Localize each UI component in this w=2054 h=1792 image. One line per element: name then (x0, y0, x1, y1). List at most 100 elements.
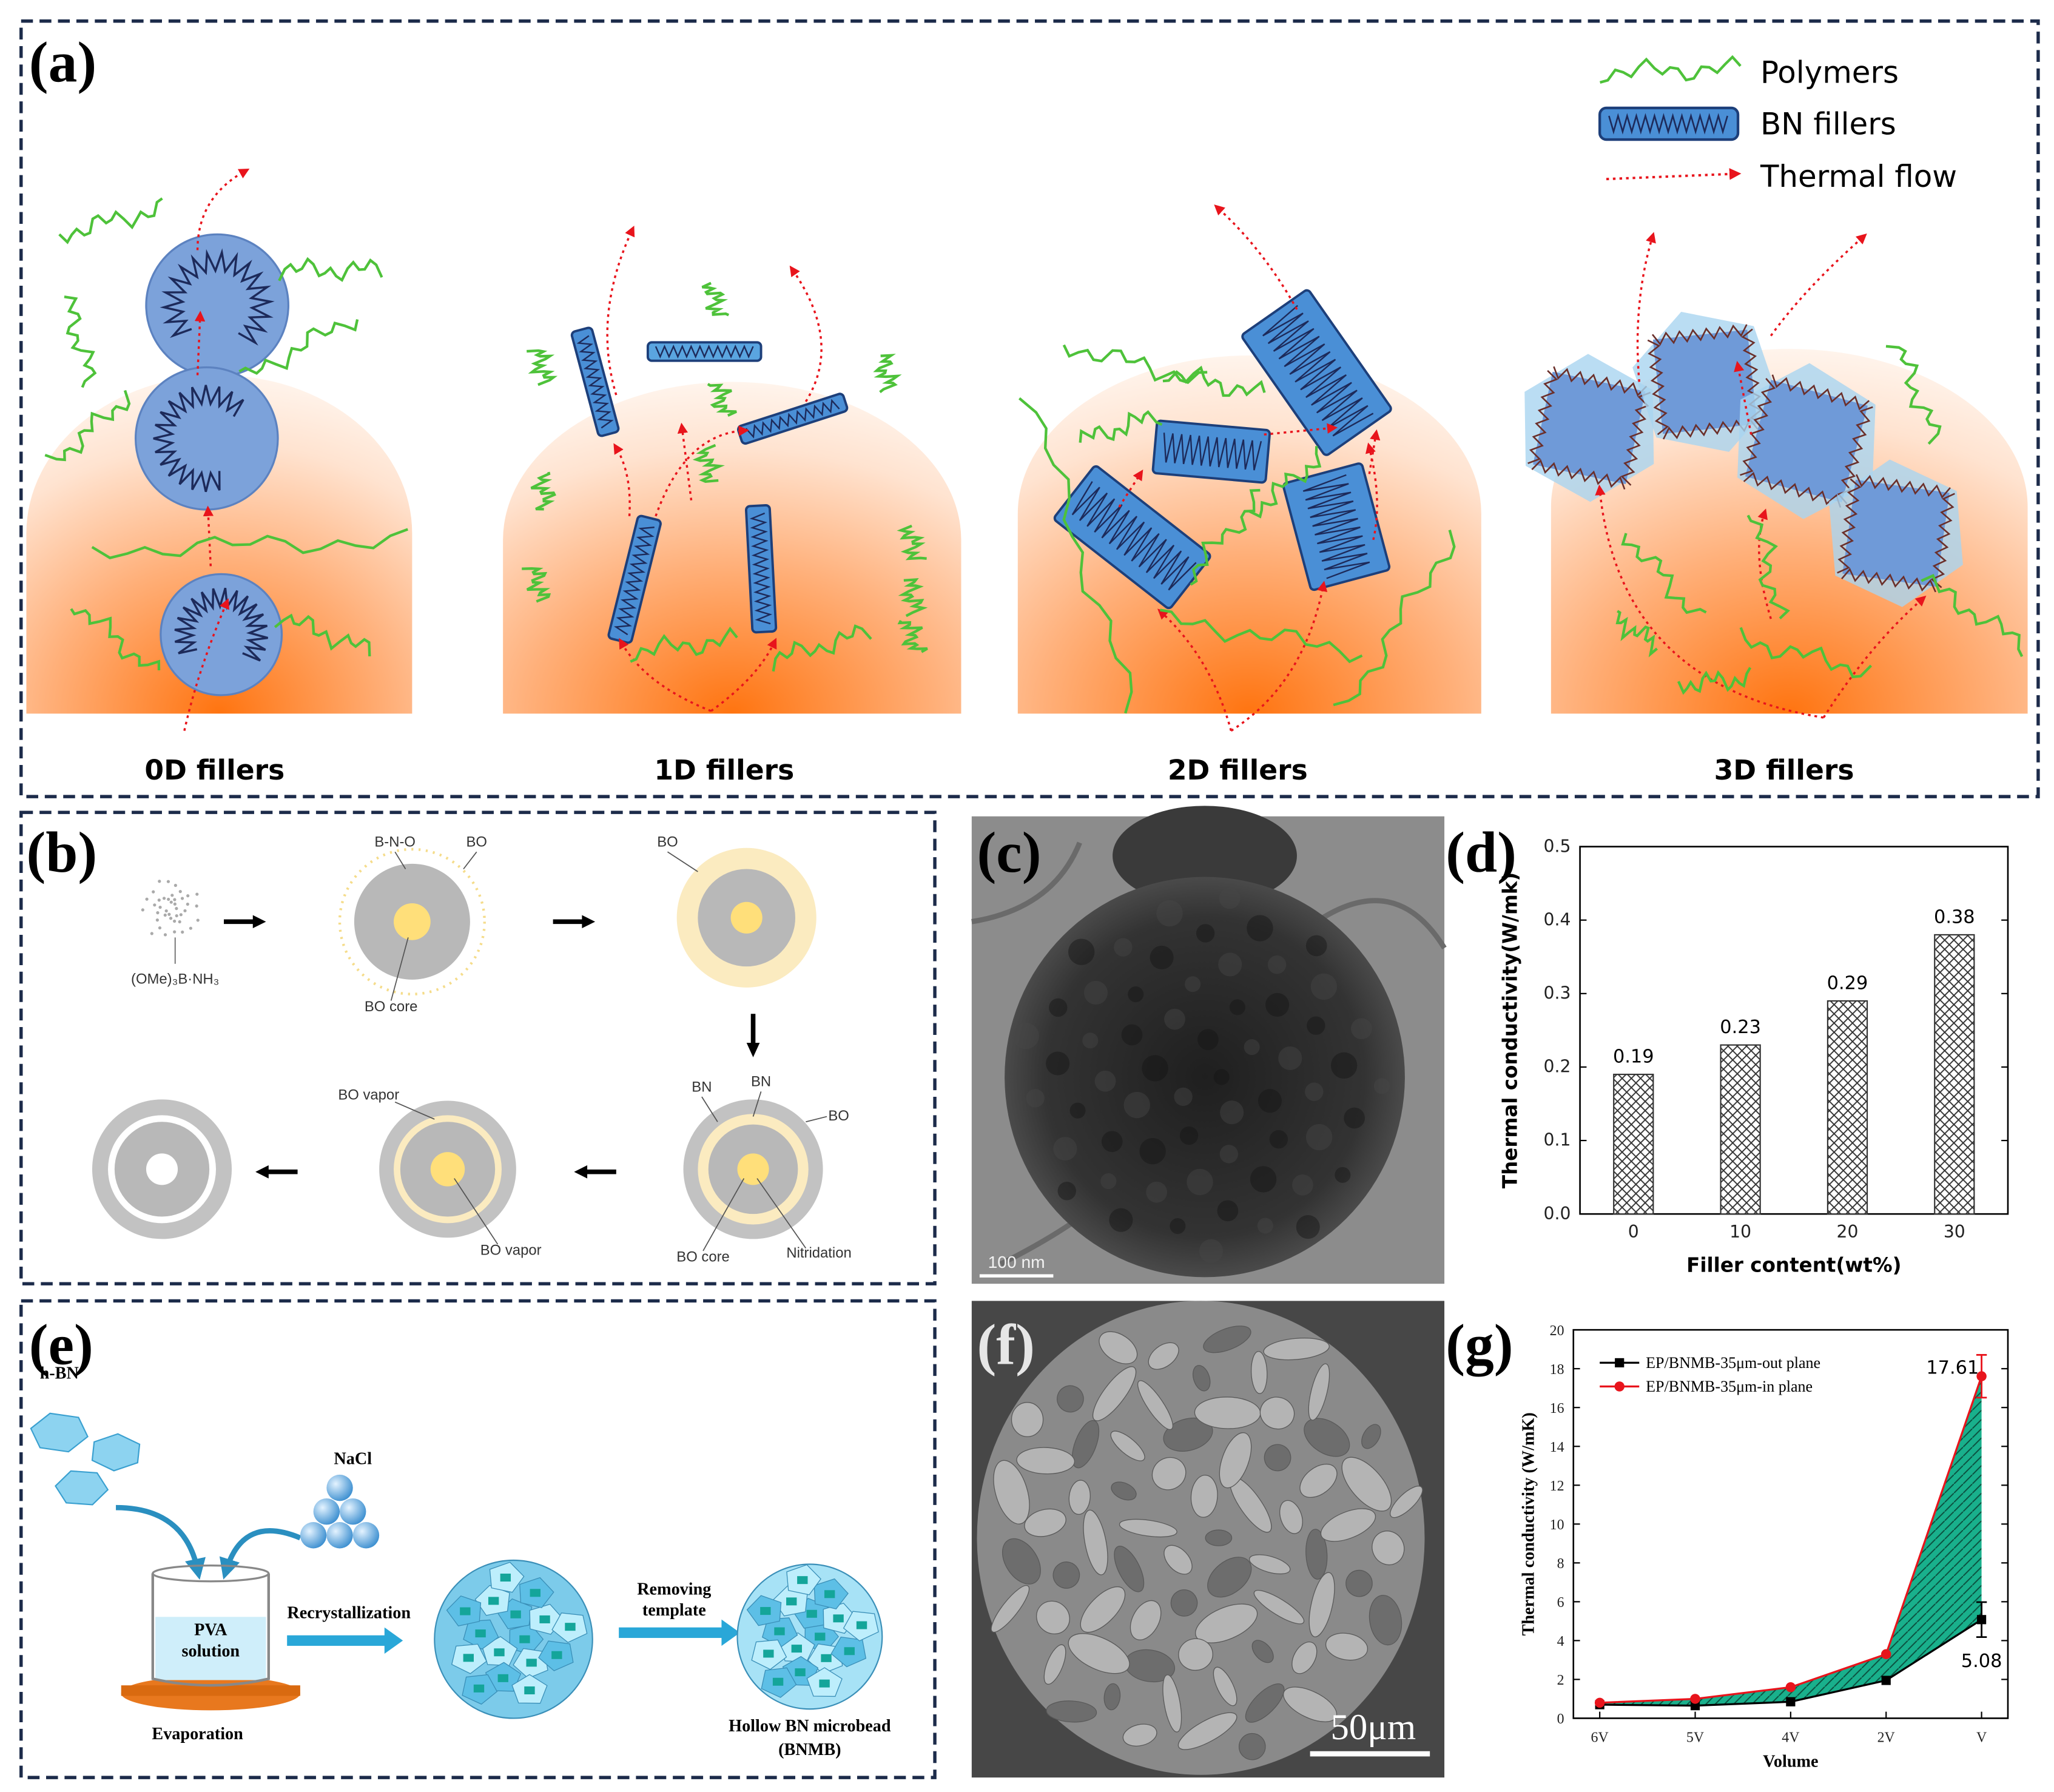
sem-flake (1308, 1572, 1335, 1637)
nacl-crystal (824, 1590, 835, 1598)
bn-3d-filler (1524, 354, 1654, 502)
tem-texture (1049, 998, 1068, 1017)
sem-flake (1369, 1595, 1402, 1646)
nacl-crystal (551, 1651, 562, 1659)
value-label: 0.23 (1720, 1017, 1761, 1038)
sem-flake (1219, 1432, 1252, 1489)
pointer (394, 851, 406, 869)
process-arrow (582, 915, 596, 929)
thermal-flow-arrow (1365, 442, 1378, 541)
sem-flake (1043, 1644, 1066, 1685)
x-tick-label: 5V (1686, 1730, 1704, 1746)
label: Recrystallization (287, 1603, 411, 1622)
label: Hollow BN microbead (729, 1717, 891, 1736)
precursor-dot (166, 880, 170, 883)
precursor-dot (156, 911, 160, 915)
x-tick-label: 0 (1628, 1222, 1639, 1242)
polymer-chain (1162, 365, 1266, 397)
nacl-crystal (460, 1607, 471, 1615)
beaker (151, 1573, 270, 1687)
sem-flake (1071, 1420, 1100, 1469)
nacl-crystal (500, 1574, 511, 1582)
sem-flake (1119, 1518, 1177, 1538)
nacl-sphere (313, 1498, 340, 1525)
tem-texture (1100, 1173, 1117, 1190)
thermal-flow-arrow (606, 225, 635, 396)
x-tick-label: 30 (1944, 1222, 1965, 1242)
bn-filler (1241, 289, 1392, 456)
label: B-N-O (374, 834, 416, 851)
nacl-crystal (815, 1632, 826, 1641)
sem-flake (1299, 1463, 1338, 1498)
decorations (26, 55, 2028, 1778)
legend-marker (1614, 1381, 1625, 1392)
nacl-crystal (844, 1647, 855, 1656)
thermal-flow-arrow (1264, 423, 1338, 436)
sem-flake (1305, 1529, 1328, 1580)
polymer-chain (1062, 344, 1208, 384)
polymer-chain (707, 383, 737, 417)
bn-core (1652, 329, 1757, 434)
sem-flake (1291, 1642, 1318, 1674)
y-tick-label: 14 (1550, 1440, 1564, 1455)
tem-texture (1101, 1131, 1123, 1153)
value-label: 17.61 (1926, 1357, 1979, 1378)
core (146, 1153, 178, 1185)
legend-glyph (1598, 106, 1740, 141)
sem-flake (1308, 1363, 1330, 1421)
caption: 1D fillers (654, 754, 794, 786)
label: BO (657, 834, 678, 851)
label: solution (182, 1642, 240, 1660)
nacl-sphere (352, 1522, 380, 1549)
scale-bar-label: 50μm (1331, 1707, 1416, 1748)
tem-texture (1109, 1208, 1133, 1232)
plot-frame (1579, 846, 2009, 1215)
polymer-chain (897, 524, 927, 561)
sem-flake (1361, 1424, 1381, 1449)
polymer-chain (527, 349, 558, 386)
legend-label: Polymers (1760, 55, 1899, 90)
tem-texture (1121, 1024, 1143, 1046)
nacl-crystal (806, 1609, 817, 1618)
label: BO (828, 1108, 849, 1124)
pointer (394, 1101, 435, 1120)
thermal-flow-arrow (613, 443, 631, 516)
polymer-chain (274, 613, 371, 657)
hbn-flake (91, 1433, 141, 1472)
marker (1976, 1615, 1987, 1625)
tem-texture (1219, 1145, 1239, 1164)
tem-texture (1218, 952, 1242, 977)
nacl-sphere (300, 1522, 327, 1549)
process-arrow (721, 1619, 740, 1646)
label: (OMe)₃B·NH₃ (131, 971, 219, 987)
polymer-chain (1615, 610, 1658, 658)
bn-zigzag (745, 399, 840, 439)
tem-texture (1219, 888, 1241, 909)
sem-flake (1282, 1686, 1338, 1722)
precursor-dot (196, 918, 200, 922)
x-tick-label: V (1976, 1730, 1987, 1746)
polymer-chain (1739, 627, 1873, 679)
precursor-dot (164, 909, 168, 913)
thermal-flow-arrow (1230, 581, 1328, 732)
y-tick-label: 18 (1550, 1362, 1564, 1378)
polymer-chain (1079, 410, 1163, 443)
precursor-dot (162, 897, 166, 900)
pointer (806, 1116, 827, 1123)
tem-texture (1310, 973, 1338, 1000)
nacl-crystal (856, 1621, 867, 1629)
sem-flake (1092, 1366, 1137, 1421)
label: NaCl (334, 1450, 372, 1469)
polymer-chain (530, 471, 556, 511)
precursor-dot (145, 897, 149, 901)
tem-texture (1265, 992, 1290, 1017)
legend-label: EP/BNMB-35μm-out plane (1646, 1354, 1820, 1372)
y-tick-label: 0.3 (1544, 983, 1571, 1003)
sem-flake (1162, 1674, 1182, 1733)
mixing-arrow (116, 1504, 206, 1580)
pointer (702, 1178, 745, 1251)
bn-filler (1282, 462, 1391, 591)
legend-label: BN fillers (1760, 106, 1896, 141)
sem-flake (1099, 1331, 1138, 1364)
pointer (390, 937, 409, 1001)
